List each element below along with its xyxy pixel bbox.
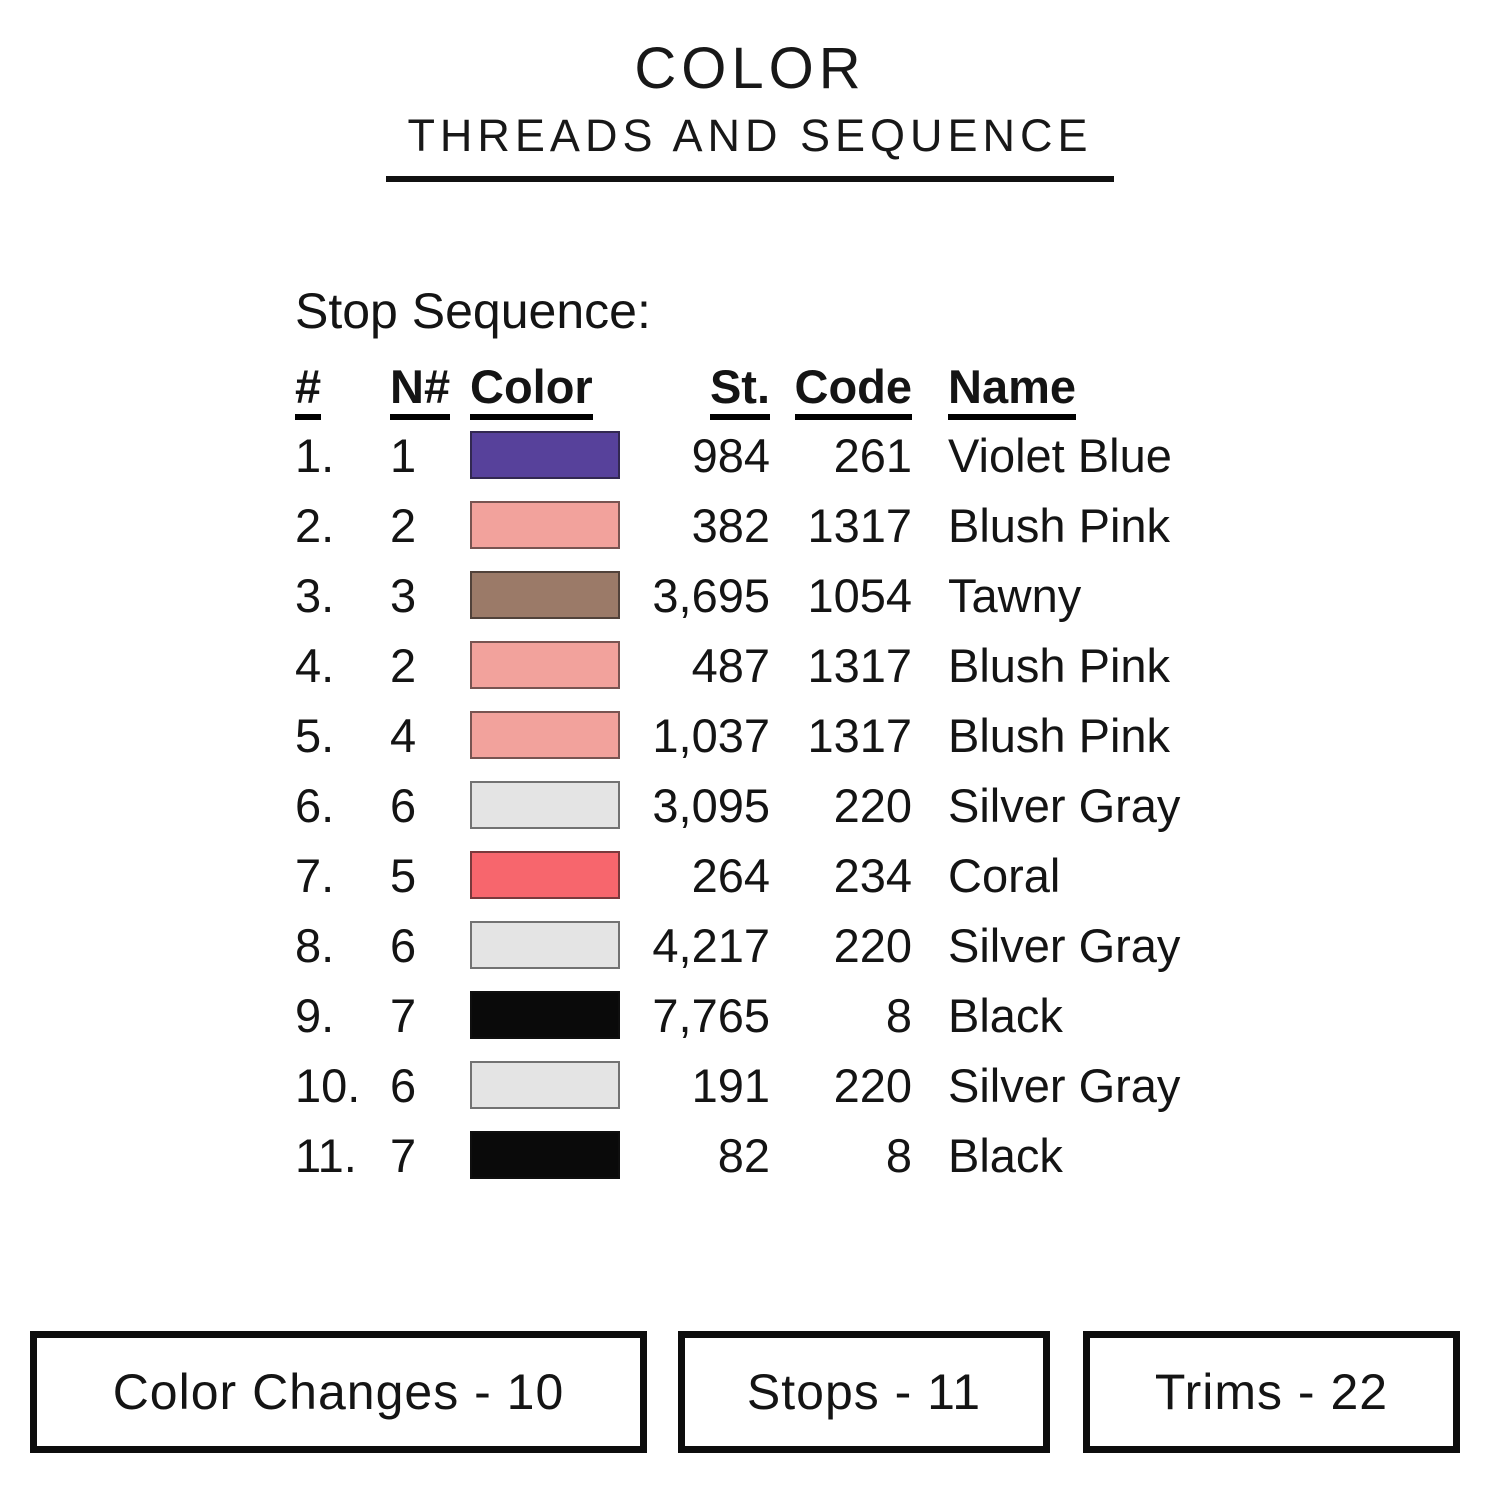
color-swatch bbox=[470, 921, 620, 969]
row-number: 10. bbox=[295, 1058, 361, 1112]
stitch-count: 7,765 bbox=[652, 988, 770, 1042]
stitch-count: 382 bbox=[691, 498, 770, 552]
thread-code: 1054 bbox=[807, 568, 912, 622]
row-number: 5. bbox=[295, 708, 335, 762]
color-swatch bbox=[470, 711, 620, 759]
color-swatch bbox=[470, 851, 620, 899]
stitch-count: 264 bbox=[691, 848, 770, 902]
column-header-name: Name bbox=[912, 362, 1250, 420]
thread-code: 8 bbox=[885, 988, 912, 1042]
row-number: 1. bbox=[295, 428, 335, 482]
color-swatch-cell bbox=[470, 560, 620, 630]
thread-code: 1317 bbox=[807, 638, 912, 692]
thread-name: Blush Pink bbox=[948, 498, 1171, 552]
trims-box: Trims - 22 bbox=[1083, 1331, 1460, 1453]
needle-number: 4 bbox=[390, 708, 417, 762]
row-number: 9. bbox=[295, 988, 335, 1042]
thread-name: Blush Pink bbox=[948, 708, 1171, 762]
thread-code: 8 bbox=[885, 1128, 912, 1182]
color-swatch bbox=[470, 1061, 620, 1109]
title-underline bbox=[386, 176, 1114, 183]
needle-number: 6 bbox=[390, 918, 417, 972]
column-header-number: # bbox=[295, 362, 390, 420]
page-header: COLOR THREADS AND SEQUENCE bbox=[0, 36, 1500, 183]
color-swatch-cell bbox=[470, 840, 620, 910]
stop-sequence-section: Stop Sequence: # N# Color St. Code Name … bbox=[295, 282, 1250, 1190]
needle-number: 7 bbox=[390, 988, 417, 1042]
page-title: COLOR bbox=[634, 36, 866, 101]
thread-code: 220 bbox=[833, 1058, 912, 1112]
stitch-count: 1,037 bbox=[652, 708, 770, 762]
thread-code: 1317 bbox=[807, 708, 912, 762]
thread-name: Silver Gray bbox=[948, 1058, 1181, 1112]
column-header-color: Color bbox=[470, 362, 620, 420]
needle-number: 6 bbox=[390, 778, 417, 832]
color-swatch-cell bbox=[470, 630, 620, 700]
needle-number: 3 bbox=[390, 568, 417, 622]
stitch-count: 487 bbox=[691, 638, 770, 692]
stop-sequence-label: Stop Sequence: bbox=[295, 283, 651, 339]
needle-number: 1 bbox=[390, 428, 417, 482]
thread-name: Violet Blue bbox=[948, 428, 1172, 482]
color-swatch-cell bbox=[470, 1120, 620, 1190]
color-swatch-cell bbox=[470, 980, 620, 1050]
needle-number: 2 bbox=[390, 498, 417, 552]
row-number: 11. bbox=[295, 1128, 357, 1182]
stitch-count: 984 bbox=[691, 428, 770, 482]
column-header-code: Code bbox=[770, 362, 912, 420]
thread-name: Black bbox=[948, 1128, 1063, 1182]
thread-name: Blush Pink bbox=[948, 638, 1171, 692]
color-swatch-cell bbox=[470, 770, 620, 840]
thread-code: 220 bbox=[833, 918, 912, 972]
needle-number: 2 bbox=[390, 638, 417, 692]
thread-name: Silver Gray bbox=[948, 918, 1181, 972]
color-swatch bbox=[470, 571, 620, 619]
thread-name: Tawny bbox=[948, 568, 1082, 622]
thread-name: Silver Gray bbox=[948, 778, 1181, 832]
color-swatch-cell bbox=[470, 1050, 620, 1120]
stitch-count: 3,695 bbox=[652, 568, 770, 622]
thread-code: 220 bbox=[833, 778, 912, 832]
color-swatch bbox=[470, 501, 620, 549]
color-swatch bbox=[470, 431, 620, 479]
stitch-count: 191 bbox=[691, 1058, 770, 1112]
row-number: 4. bbox=[295, 638, 335, 692]
row-number: 3. bbox=[295, 568, 335, 622]
thread-sequence-table: 1. 1 984 261 Violet Blue 2. 2 382 1317 Blush Pink… bbox=[295, 420, 1250, 1190]
color-changes-box: Color Changes - 10 bbox=[30, 1331, 647, 1453]
row-number: 8. bbox=[295, 918, 335, 972]
color-swatch bbox=[470, 781, 620, 829]
color-swatch-cell bbox=[470, 490, 620, 560]
thread-code: 1317 bbox=[807, 498, 912, 552]
needle-number: 5 bbox=[390, 848, 417, 902]
color-swatch-cell bbox=[470, 420, 620, 490]
row-number: 6. bbox=[295, 778, 335, 832]
thread-code: 234 bbox=[833, 848, 912, 902]
row-number: 2. bbox=[295, 498, 335, 552]
thread-code: 261 bbox=[833, 428, 912, 482]
thread-name: Black bbox=[948, 988, 1063, 1042]
column-header-stitches: St. bbox=[620, 362, 770, 420]
color-swatch-cell bbox=[470, 700, 620, 770]
needle-number: 7 bbox=[390, 1128, 417, 1182]
column-header-needle: N# bbox=[390, 362, 470, 420]
stitch-count: 3,095 bbox=[652, 778, 770, 832]
thread-name: Coral bbox=[948, 848, 1061, 902]
table-header-row: # N# Color St. Code Name bbox=[295, 362, 1250, 420]
page-subtitle: THREADS AND SEQUENCE bbox=[407, 109, 1093, 161]
color-swatch bbox=[470, 641, 620, 689]
color-swatch-cell bbox=[470, 910, 620, 980]
stops-box: Stops - 11 bbox=[678, 1331, 1050, 1453]
row-number: 7. bbox=[295, 848, 335, 902]
color-swatch bbox=[470, 991, 620, 1039]
color-swatch bbox=[470, 1131, 620, 1179]
needle-number: 6 bbox=[390, 1058, 417, 1112]
stitch-count: 4,217 bbox=[652, 918, 770, 972]
stitch-count: 82 bbox=[717, 1128, 770, 1182]
